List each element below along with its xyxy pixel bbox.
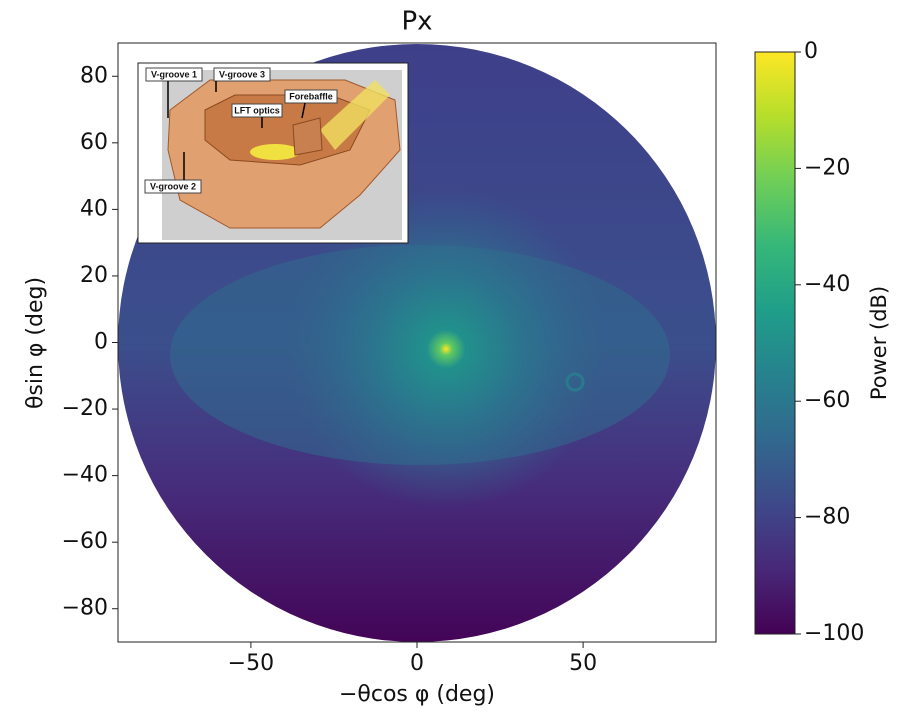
colorbar [755, 52, 795, 634]
colorbar-label: Power (dB) [867, 286, 891, 400]
annotation: V-groove 3 [219, 69, 265, 79]
y-tick-label: 20 [80, 263, 108, 288]
annotation: V-groove 1 [151, 69, 197, 79]
colorbar-tick-label: −40 [804, 272, 850, 297]
colorbar-tick-label: −60 [804, 388, 850, 413]
x-tick-label: −50 [228, 651, 274, 676]
colorbar-tick-label: −80 [804, 505, 850, 530]
x-axis-label: −θcos φ (deg) [339, 682, 495, 707]
chart-title: Px [401, 7, 432, 37]
annotation: LFT optics [234, 105, 280, 115]
y-axis-label: θsin φ (deg) [23, 277, 48, 409]
annotation: V-groove 2 [150, 181, 196, 191]
x-tick-label: 0 [410, 651, 424, 676]
y-tick-label: 60 [80, 130, 108, 155]
y-tick-label: −60 [62, 529, 108, 554]
y-tick-label: −20 [62, 396, 108, 421]
y-tick-label: 0 [94, 330, 108, 355]
y-tick-label: 40 [80, 196, 108, 221]
colorbar-tick-label: −20 [804, 155, 850, 180]
chart: V-groove 1 V-groove 3 LFT optics Forebaf… [0, 0, 899, 713]
colorbar-tick-label: 0 [804, 39, 818, 64]
inset: V-groove 1 V-groove 3 LFT optics Forebaf… [138, 63, 408, 243]
annotation: Forebaffle [289, 91, 333, 101]
y-tick-label: −40 [62, 463, 108, 488]
colorbar-tick-label: −100 [804, 621, 864, 646]
y-tick-label: 80 [80, 63, 108, 88]
x-tick-label: 50 [569, 651, 597, 676]
y-tick-label: −80 [62, 596, 108, 621]
